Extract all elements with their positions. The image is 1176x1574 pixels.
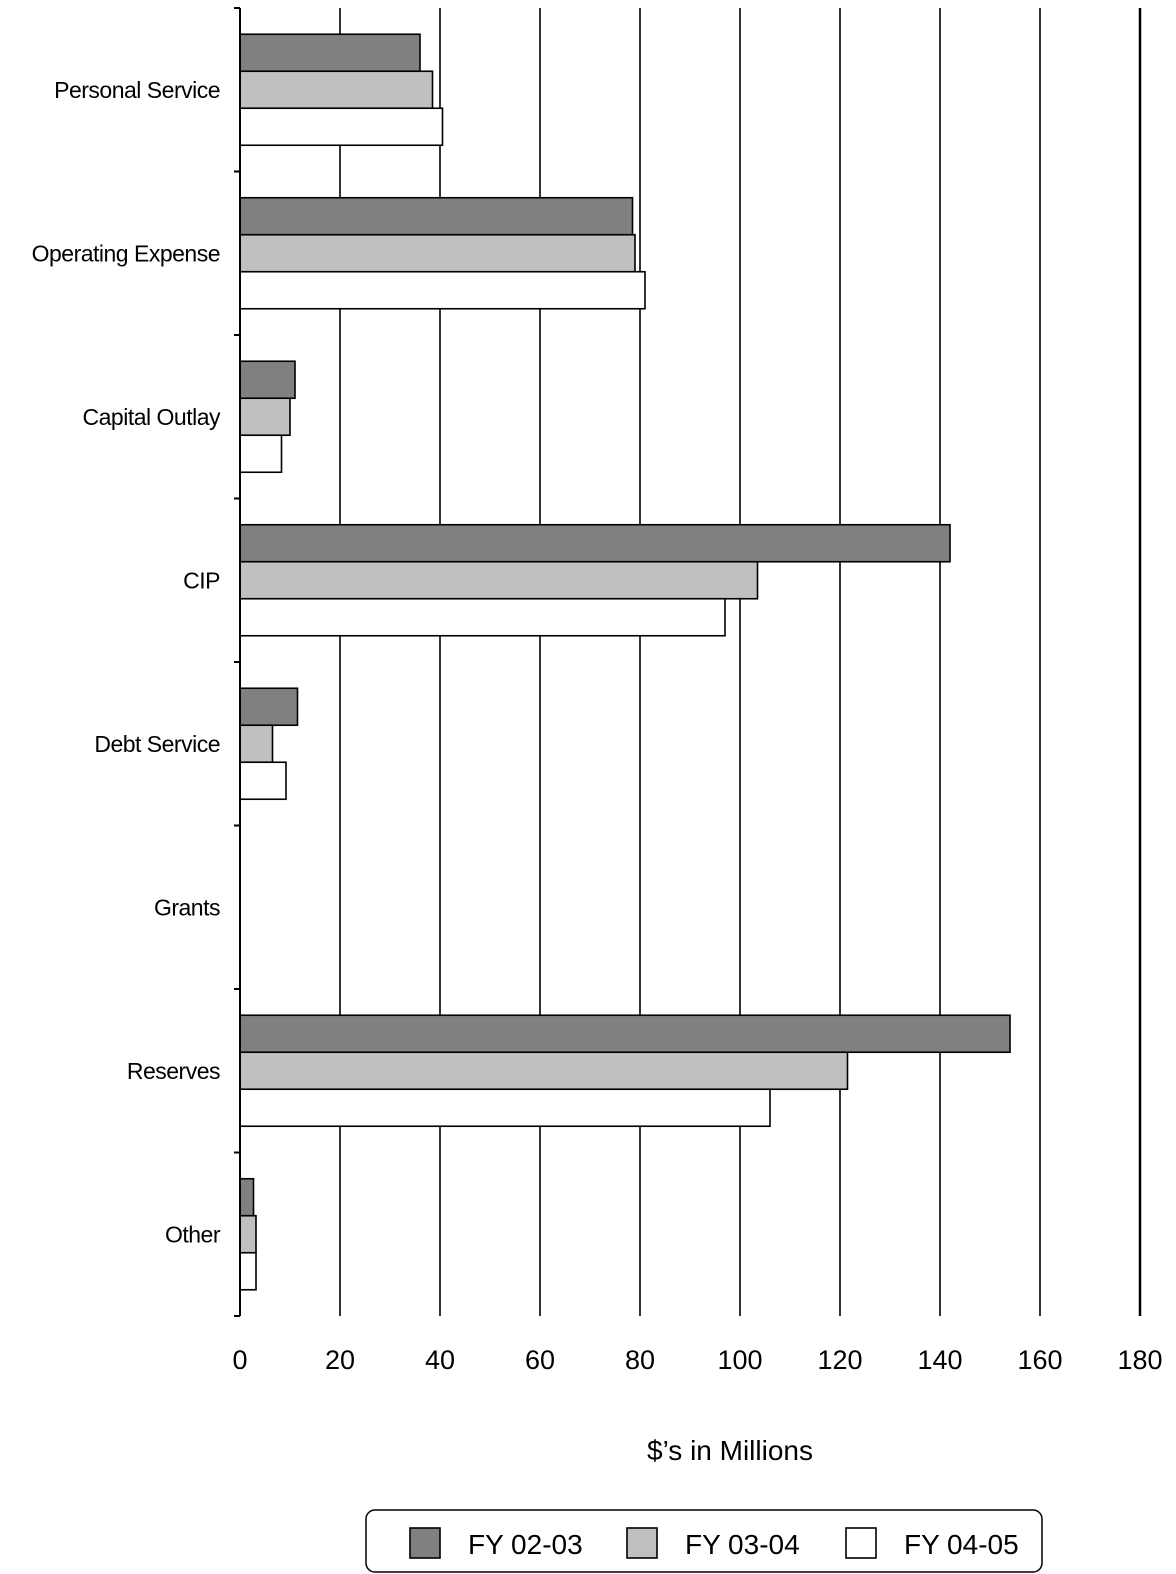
category-label-cip: CIP — [183, 567, 220, 593]
bar-cip-fy-02-03 — [239, 523, 951, 563]
bar-operating-expense-fy-03-04 — [239, 233, 636, 273]
category-labels: Personal Service Operating Expense Capital… — [32, 77, 222, 1248]
x-tick-label-100: 100 — [717, 1345, 762, 1375]
x-tick-label-120: 120 — [817, 1345, 862, 1375]
bar-reserves-fy-02-03 — [239, 1014, 1011, 1054]
legend-swatch-fy-03-04 — [626, 1527, 658, 1559]
legend-label-fy-02-03: FY 02-03 — [468, 1529, 583, 1560]
x-tick-label-160: 160 — [1017, 1345, 1062, 1375]
legend-label-fy-03-04: FY 03-04 — [685, 1529, 800, 1560]
category-label-other: Other — [165, 1221, 221, 1247]
x-tick-label-80: 80 — [625, 1345, 655, 1375]
bar-reserves-fy-04-05 — [239, 1088, 771, 1128]
bar-personal-service-fy-04-05 — [239, 107, 444, 147]
bar-other-fy-02-03 — [239, 1177, 255, 1217]
x-tick-label-140: 140 — [917, 1345, 962, 1375]
x-tick-labels: 0 20 40 60 80 100 120 140 160 180 — [232, 1345, 1162, 1375]
category-label-operating-expense: Operating Expense — [32, 240, 220, 266]
bar-personal-service-fy-03-04 — [239, 70, 434, 110]
x-tick-label-0: 0 — [232, 1345, 247, 1375]
axes — [234, 7, 241, 1317]
legend: FY 02-03 FY 03-04 FY 04-05 — [365, 1509, 1043, 1573]
legend-items: FY 02-03 FY 03-04 FY 04-05 — [409, 1527, 1019, 1560]
bar-debt-service-fy-04-05 — [239, 761, 287, 801]
bar-cip-fy-03-04 — [239, 560, 759, 600]
category-label-capital-outlay: Capital Outlay — [83, 404, 221, 430]
bar-capital-outlay-fy-04-05 — [239, 434, 283, 474]
bar-capital-outlay-fy-03-04 — [239, 397, 291, 437]
category-label-grants: Grants — [154, 894, 220, 920]
legend-swatch-fy-02-03 — [409, 1527, 441, 1559]
bar-cip-fy-04-05 — [239, 597, 726, 637]
bar-operating-expense-fy-04-05 — [239, 270, 646, 310]
category-label-reserves: Reserves — [127, 1058, 220, 1084]
x-tick-label-20: 20 — [325, 1345, 355, 1375]
x-tick-label-180: 180 — [1117, 1345, 1162, 1375]
bar-debt-service-fy-03-04 — [239, 724, 274, 764]
bar-other-fy-04-05 — [239, 1251, 257, 1291]
bar-other-fy-03-04 — [239, 1214, 257, 1254]
category-label-personal-service: Personal Service — [54, 77, 220, 103]
x-tick-label-40: 40 — [425, 1345, 455, 1375]
bar-reserves-fy-03-04 — [239, 1051, 849, 1091]
legend-swatch-fy-04-05 — [845, 1527, 877, 1559]
x-axis-title: $’s in Millions — [647, 1435, 813, 1466]
legend-label-fy-04-05: FY 04-05 — [904, 1529, 1019, 1560]
x-tick-label-60: 60 — [525, 1345, 555, 1375]
bars — [239, 33, 1011, 1291]
bar-debt-service-fy-02-03 — [239, 687, 299, 727]
category-label-debt-service: Debt Service — [94, 731, 220, 757]
bar-capital-outlay-fy-02-03 — [239, 360, 296, 400]
bar-personal-service-fy-02-03 — [239, 33, 421, 73]
bar-operating-expense-fy-02-03 — [239, 196, 634, 236]
